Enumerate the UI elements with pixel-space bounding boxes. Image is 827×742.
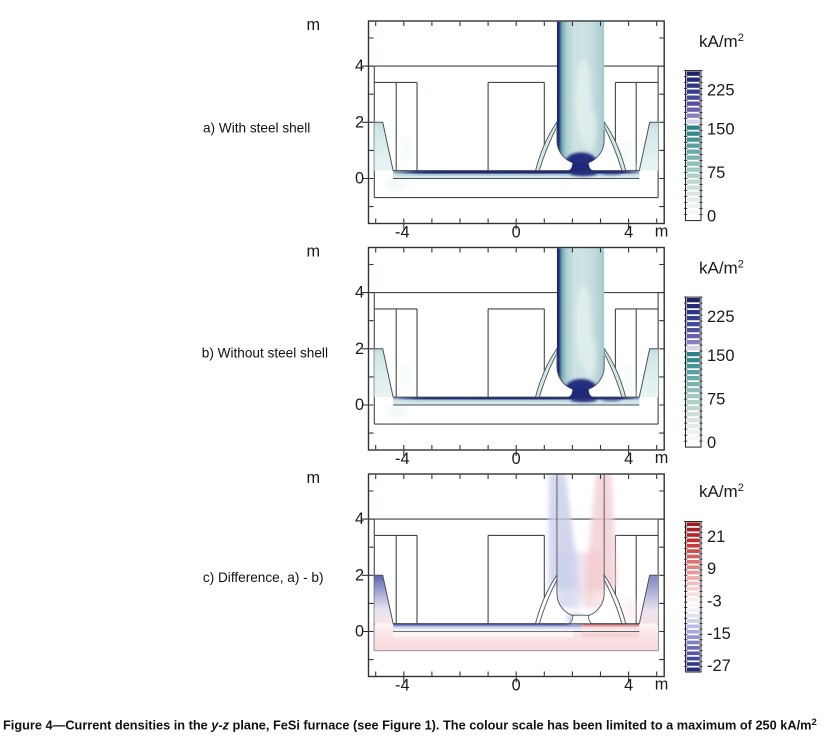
svg-text:Figure 4—Current densities in: Figure 4—Current densities in the y-z pl… bbox=[3, 717, 817, 733]
svg-text:kA/m2: kA/m2 bbox=[699, 32, 744, 51]
svg-text:kA/m2: kA/m2 bbox=[699, 482, 744, 501]
svg-text:a) With steel shell: a) With steel shell bbox=[203, 121, 310, 136]
svg-text:b) Without steel shell: b) Without steel shell bbox=[202, 346, 328, 361]
svg-text:kA/m2: kA/m2 bbox=[699, 259, 744, 278]
svg-text:c) Difference, a) - b): c) Difference, a) - b) bbox=[203, 570, 324, 585]
